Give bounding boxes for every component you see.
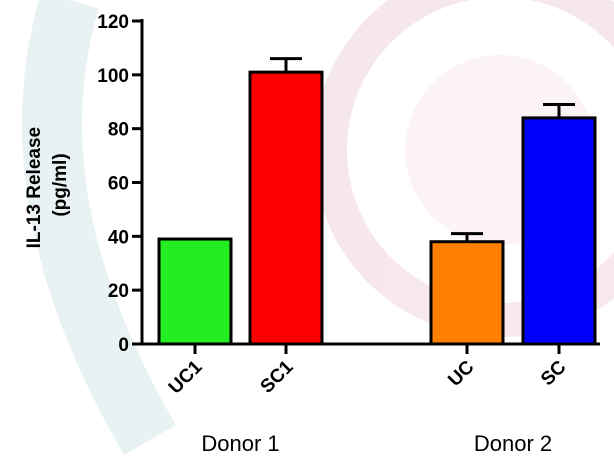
y-tick-label-80: 80 xyxy=(108,120,129,141)
y-axis-label: IL-13 Release (pg/ml) xyxy=(24,122,71,249)
group-label-2: Donor 2 xyxy=(474,431,552,456)
bar-uc xyxy=(429,240,505,346)
x-tick-label-uc: UC xyxy=(444,356,478,390)
y-tick-label-0: 0 xyxy=(118,335,129,356)
bar-sc1 xyxy=(248,70,324,346)
y-tick-label-20: 20 xyxy=(108,281,129,302)
bar-uc1 xyxy=(157,237,233,346)
y-tick-label-60: 60 xyxy=(108,174,129,195)
y-axis-label-line-1: IL-13 Release xyxy=(24,127,45,248)
x-tick-label-sc: SC xyxy=(537,356,571,390)
x-tick-label-sc1: SC1 xyxy=(257,356,298,397)
y-tick-label-100: 100 xyxy=(97,66,129,87)
bar-sc xyxy=(521,116,597,346)
y-tick-label-120: 120 xyxy=(97,12,129,33)
y-tick-label-40: 40 xyxy=(108,227,129,248)
group-label-1: Donor 1 xyxy=(201,431,279,456)
plot-area: 0 20 40 60 80 100 120 UC1 SC1 UC SC Donor 1 Donor 2 xyxy=(97,12,600,456)
x-tick-label-uc1: UC1 xyxy=(165,356,207,398)
y-axis-label-line-2: (pg/ml) xyxy=(50,153,71,216)
